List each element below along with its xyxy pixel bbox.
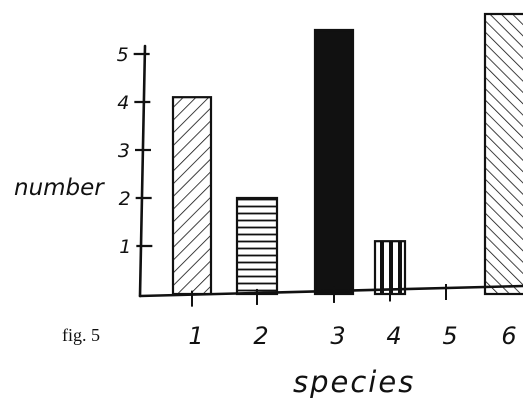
x-tick-label-5: 5 [442, 322, 457, 350]
y-axis-label: number [14, 175, 105, 201]
bar-species-1 [171, 96, 213, 296]
x-axis-label: species [293, 365, 415, 399]
bar-species-3 [313, 28, 355, 296]
y-tick-label: 4 [117, 92, 129, 114]
x-axis-line [138, 284, 523, 298]
y-axis-line [138, 44, 147, 298]
x-ticks-group: 1 2 3 4 5 6 [188, 284, 517, 350]
y-tick-label: 2 [119, 188, 131, 210]
y-tick-label: 5 [117, 44, 129, 66]
figure-caption: fig. 5 [62, 325, 100, 345]
x-tick-label-4: 4 [386, 322, 401, 350]
y-tick-label: 1 [119, 236, 131, 258]
bars-group [171, 12, 523, 296]
x-tick-label-1: 1 [188, 322, 203, 350]
y-ticks-group: 1 2 3 4 5 [117, 44, 153, 258]
axes-group [138, 44, 523, 298]
x-tick-label-2: 2 [253, 322, 268, 350]
x-tick-label-6: 6 [501, 322, 516, 350]
bar-species-2 [235, 196, 279, 296]
x-tick-label-3: 3 [330, 322, 345, 350]
y-tick-label: 3 [118, 140, 130, 162]
bar-species-6 [483, 12, 523, 296]
